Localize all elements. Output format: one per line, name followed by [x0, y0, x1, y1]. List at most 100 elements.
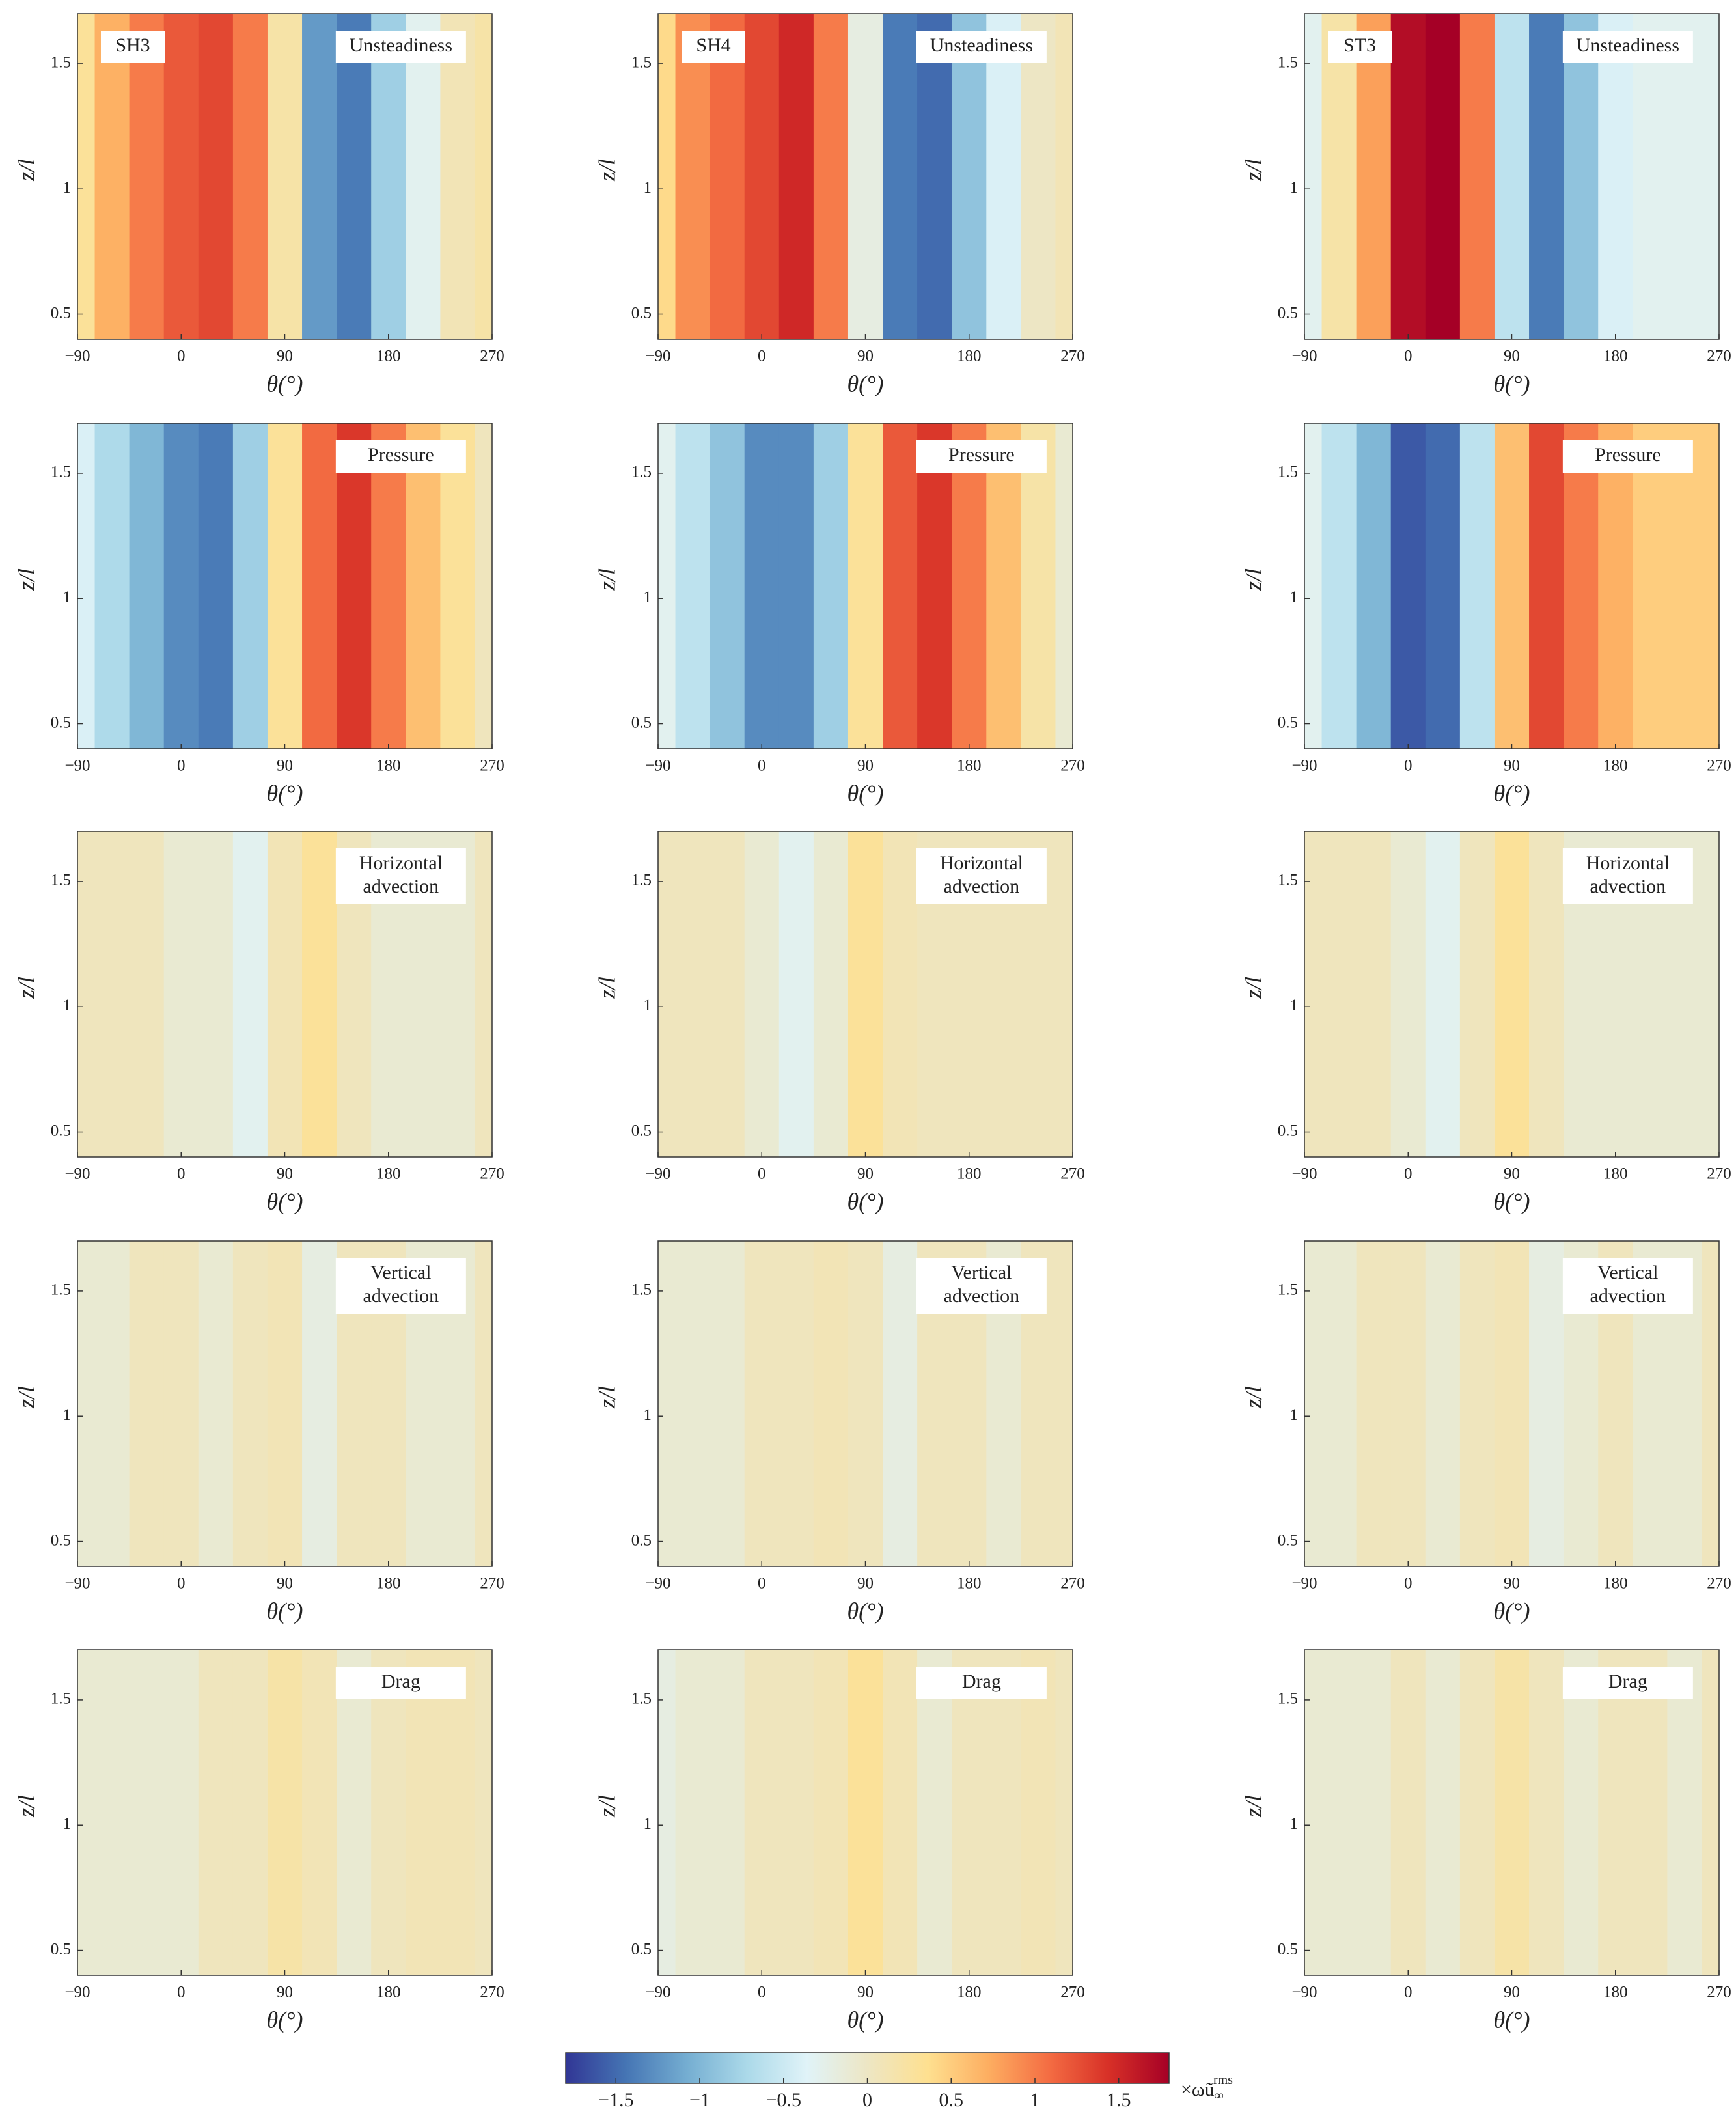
field-cell [1321, 14, 1357, 339]
field-cell [198, 1650, 234, 1975]
field-cell [1055, 423, 1073, 749]
x-tick-label: −90 [1291, 757, 1317, 775]
x-tick-label: 180 [1603, 1984, 1628, 2001]
y-tick-label: 1.5 [631, 872, 652, 889]
y-tick-label: 0.5 [631, 1122, 652, 1139]
field-cell [986, 423, 1021, 749]
x-tick-label: 180 [376, 1575, 401, 1592]
y-axis-label: z/l [13, 977, 39, 999]
colorbar-tick-label: −1 [689, 2089, 710, 2111]
x-tick-label: 0 [758, 757, 766, 775]
field-cell [371, 1650, 406, 1975]
y-axis-label: z/l [13, 568, 39, 591]
field-cell [475, 14, 493, 339]
x-tick-label: 180 [1603, 1575, 1628, 1592]
field-cell [1702, 1241, 1720, 1566]
field-cell [1564, 14, 1599, 339]
field-cell [1304, 1650, 1323, 1975]
y-axis-label: z/l [594, 1795, 620, 1818]
panel: −90 0 90 180 270 0.5 1 1.5 θ(°) z/l Verticaladvect… [13, 1240, 504, 1624]
field-cell [1667, 423, 1702, 749]
x-tick-label: 180 [957, 1575, 982, 1592]
label-box [1562, 1667, 1693, 1699]
field-cell [1702, 831, 1720, 1157]
field-cell [198, 14, 234, 339]
y-tick-label: 1.5 [51, 54, 71, 72]
y-tick-label: 1.5 [1278, 872, 1298, 889]
y-tick-label: 1.5 [1278, 1690, 1298, 1708]
field-cell [1459, 14, 1495, 339]
field-cell [986, 14, 1021, 339]
field-cell [658, 423, 676, 749]
field-cell [267, 423, 303, 749]
x-tick-label: 90 [277, 757, 293, 775]
y-tick-label: 1.5 [631, 54, 652, 72]
field-cell [1598, 1650, 1633, 1975]
x-tick-label: 0 [1404, 1984, 1412, 2001]
case-box [1328, 31, 1392, 63]
x-axis-label: θ(°) [847, 780, 883, 806]
field-cell [883, 1241, 918, 1566]
y-tick-label: 1 [1290, 589, 1299, 606]
case-label: ST3 [1343, 35, 1376, 56]
field-cell [778, 14, 814, 339]
field-cell [710, 831, 745, 1157]
term-label: Pressure [1595, 444, 1661, 466]
y-tick-label: 1.5 [51, 464, 71, 481]
field-cell [1529, 423, 1564, 749]
term-label: Vertical [370, 1262, 431, 1283]
field-cell [440, 14, 475, 339]
y-tick-label: 1 [644, 589, 652, 606]
field-cell [883, 1650, 918, 1975]
x-tick-label: −90 [64, 1165, 90, 1183]
field-cell [1494, 423, 1530, 749]
y-axis-label: z/l [13, 159, 39, 182]
x-axis-label: θ(°) [847, 2007, 883, 2033]
y-tick-label: 1 [644, 1406, 652, 1424]
field-cell [1021, 14, 1056, 339]
field-cell [1356, 831, 1392, 1157]
field-cell [1529, 14, 1564, 339]
x-tick-label: −90 [1291, 1165, 1317, 1183]
field-cell [658, 831, 676, 1157]
x-tick-label: 180 [957, 348, 982, 365]
x-tick-label: 0 [177, 757, 186, 775]
term-label: advection [1590, 876, 1666, 897]
label-box [1562, 440, 1693, 473]
field-cell [1356, 423, 1392, 749]
field-cell [1356, 1241, 1392, 1566]
field-cell [658, 1650, 676, 1975]
field-cell [1055, 1650, 1073, 1975]
y-tick-label: 1.5 [51, 1281, 71, 1299]
field-cell [77, 423, 96, 749]
x-tick-label: 0 [758, 1984, 766, 2001]
field-cell [847, 14, 883, 339]
y-axis-label: z/l [1240, 1795, 1266, 1818]
field-cell [267, 1241, 303, 1566]
x-tick-label: −90 [64, 1984, 90, 2001]
x-tick-label: 180 [957, 1165, 982, 1183]
field-cell [232, 1650, 268, 1975]
x-tick-label: −90 [1291, 1984, 1317, 2001]
x-tick-label: −90 [645, 757, 670, 775]
x-tick-label: 0 [177, 348, 186, 365]
field-cell [883, 14, 918, 339]
field-cell [744, 423, 780, 749]
y-tick-label: 0.5 [631, 304, 652, 322]
x-tick-label: −90 [645, 1984, 670, 2001]
field-cell [883, 423, 918, 749]
y-tick-label: 1 [1290, 1406, 1299, 1424]
x-tick-label: −90 [1291, 1575, 1317, 1592]
field-cell [744, 14, 780, 339]
x-axis-label: θ(°) [1493, 370, 1530, 396]
field-cell [1055, 1241, 1073, 1566]
x-axis-label: θ(°) [266, 780, 303, 806]
field-cell [813, 1241, 849, 1566]
y-tick-label: 1 [644, 997, 652, 1014]
field-cell [1304, 423, 1323, 749]
y-axis-label: z/l [594, 159, 620, 182]
field-cell [813, 831, 849, 1157]
y-tick-label: 0.5 [1278, 1940, 1298, 1958]
x-tick-label: −90 [64, 1575, 90, 1592]
x-axis-label: θ(°) [1493, 1188, 1530, 1214]
